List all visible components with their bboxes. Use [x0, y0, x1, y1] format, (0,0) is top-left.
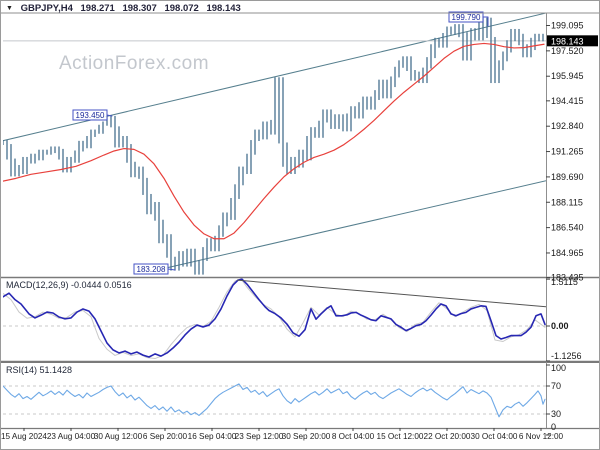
svg-text:184.965: 184.965	[551, 248, 584, 258]
svg-text:188.115: 188.115	[551, 197, 583, 207]
svg-text:197.520: 197.520	[551, 46, 584, 56]
rsi-panel[interactable]	[3, 383, 546, 418]
rsi-line	[3, 383, 546, 418]
close-value: 198.143	[206, 3, 241, 14]
price-marker[interactable]: 199.790	[448, 11, 489, 27]
low-value: 198.072	[164, 3, 199, 14]
svg-text:186.540: 186.540	[551, 223, 584, 233]
svg-text:15 Oct 12:00: 15 Oct 12:00	[377, 432, 424, 441]
svg-text:23 Aug 04:00: 23 Aug 04:00	[47, 432, 96, 441]
svg-text:189.690: 189.690	[551, 172, 584, 182]
svg-text:193.450: 193.450	[76, 111, 105, 120]
macd-signal-line	[3, 278, 546, 358]
svg-text:183.208: 183.208	[137, 265, 166, 274]
macd-trendline[interactable]	[236, 279, 546, 308]
svg-text:22 Oct 20:00: 22 Oct 20:00	[424, 432, 471, 441]
marker-leader	[106, 114, 113, 117]
macd-indicator-label: MACD(12,26,9) -0.0444 0.0516	[6, 280, 132, 290]
current-price-tag: 198.143	[547, 35, 598, 47]
svg-text:199.790: 199.790	[452, 13, 481, 22]
open-value: 198.271	[80, 3, 115, 14]
marker-leader	[481, 16, 489, 27]
ma-line	[3, 42, 545, 240]
symbol-period-label: GBPJPY,H4	[20, 3, 73, 14]
chart-frame	[1, 12, 599, 430]
ohlc-header: ▼ GBPJPY,H4 198.271 198.307 198.072 198.…	[6, 3, 246, 14]
svg-text:192.840: 192.840	[551, 121, 584, 131]
high-value: 198.307	[122, 3, 157, 14]
svg-text:0.00: 0.00	[551, 321, 569, 331]
svg-text:100: 100	[551, 363, 566, 373]
svg-text:23 Sep 12:00: 23 Sep 12:00	[235, 432, 284, 441]
svg-text:194.415: 194.415	[551, 96, 584, 106]
svg-text:6 Nov 12:00: 6 Nov 12:00	[519, 432, 564, 441]
svg-text:30: 30	[551, 409, 561, 419]
channel-lower-line[interactable]	[165, 180, 546, 269]
macd-main-line	[3, 278, 546, 360]
svg-text:6 Sep 20:00: 6 Sep 20:00	[143, 432, 188, 441]
svg-text:16 Sep 04:00: 16 Sep 04:00	[188, 432, 237, 441]
svg-text:198.143: 198.143	[551, 36, 584, 46]
svg-text:30 Aug 12:00: 30 Aug 12:00	[94, 432, 143, 441]
svg-text:-1.1256: -1.1256	[551, 351, 582, 361]
price-panel[interactable]	[1, 13, 546, 275]
svg-text:30 Sep 20:00: 30 Sep 20:00	[282, 432, 331, 441]
price-bars	[3, 17, 544, 275]
svg-text:195.945: 195.945	[551, 71, 584, 81]
svg-text:30 Oct 04:00: 30 Oct 04:00	[471, 432, 518, 441]
channel-upper-line[interactable]	[1, 13, 546, 142]
svg-text:0: 0	[551, 422, 556, 432]
svg-text:199.095: 199.095	[551, 21, 584, 31]
price-scale[interactable]: 199.095 197.520 195.945 194.415 192.840 191.2…	[546, 21, 598, 436]
watermark: ActionForex.com	[59, 53, 210, 74]
svg-text:191.265: 191.265	[551, 147, 584, 157]
symbol-expander-icon[interactable]: ▼	[6, 5, 13, 12]
svg-text:8 Oct 04:00: 8 Oct 04:00	[332, 432, 375, 441]
svg-text:1.5115: 1.5115	[551, 277, 578, 287]
svg-text:183.435: 183.435	[551, 273, 584, 283]
price-marker[interactable]: 183.208	[133, 263, 176, 275]
svg-text:15 Aug 2024: 15 Aug 2024	[1, 432, 47, 441]
marker-leader	[167, 268, 176, 271]
svg-text:70: 70	[551, 381, 561, 391]
macd-panel[interactable]	[3, 278, 546, 360]
price-marker[interactable]: 193.450	[72, 109, 113, 121]
rsi-indicator-label: RSI(14) 51.1428	[6, 365, 73, 375]
